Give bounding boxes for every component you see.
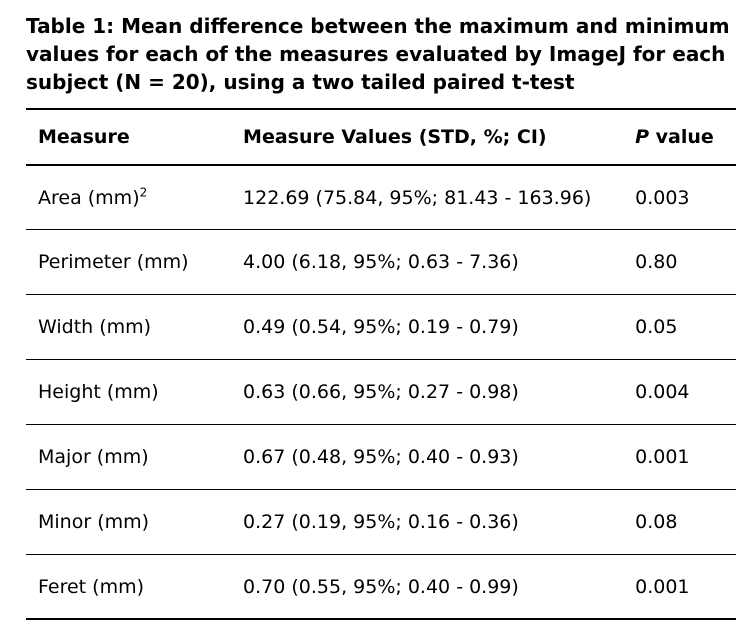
cell-values: 4.00 (6.18, 95%; 0.63 - 7.36) [243, 229, 636, 296]
cell-values: 0.63 (0.66, 95%; 0.27 - 0.98) [243, 359, 636, 426]
table-header-row: Measure Measure Values (STD, %; CI) P va… [26, 108, 736, 166]
measure-superscript: 2 [139, 185, 148, 200]
cell-measure: Perimeter (mm) [26, 229, 244, 296]
measure-label: Area (mm) [38, 186, 140, 209]
cell-measure: Area (mm)2 [26, 165, 244, 231]
table-row: Height (mm) 0.63 (0.66, 95%; 0.27 - 0.98… [26, 359, 736, 426]
cell-p-value: 0.004 [635, 359, 736, 426]
cell-measure: Minor (mm) [26, 489, 244, 555]
cell-p-value: 0.001 [635, 424, 736, 490]
cell-measure: Height (mm) [26, 359, 244, 426]
cell-p-value: 0.80 [635, 229, 736, 296]
header-measure-values: Measure Values (STD, %; CI) [243, 108, 636, 166]
cell-p-value: 0.003 [635, 165, 736, 231]
cell-measure: Feret (mm) [26, 554, 244, 621]
cell-measure: Width (mm) [26, 294, 244, 361]
cell-values: 0.49 (0.54, 95%; 0.19 - 0.79) [243, 294, 636, 361]
cell-measure: Major (mm) [26, 424, 244, 490]
results-table-container: Measure Measure Values (STD, %; CI) P va… [26, 108, 736, 621]
cell-values: 0.70 (0.55, 95%; 0.40 - 0.99) [243, 554, 636, 621]
header-p-rest: value [649, 126, 714, 148]
cell-p-value: 0.001 [635, 554, 736, 621]
table-row: Perimeter (mm) 4.00 (6.18, 95%; 0.63 - 7… [26, 229, 736, 296]
header-p-value: P value [635, 108, 736, 166]
cell-values: 122.69 (75.84, 95%; 81.43 - 163.96) [243, 165, 636, 231]
table-row: Area (mm)2 122.69 (75.84, 95%; 81.43 - 1… [26, 165, 736, 231]
table-row: Width (mm) 0.49 (0.54, 95%; 0.19 - 0.79)… [26, 294, 736, 361]
cell-p-value: 0.08 [635, 489, 736, 555]
header-p-italic: P [635, 126, 650, 148]
header-measure: Measure [26, 108, 244, 166]
table-row: Feret (mm) 0.70 (0.55, 95%; 0.40 - 0.99)… [26, 554, 736, 621]
cell-p-value: 0.05 [635, 294, 736, 361]
cell-values: 0.27 (0.19, 95%; 0.16 - 0.36) [243, 489, 636, 555]
results-table: Measure Measure Values (STD, %; CI) P va… [26, 108, 736, 621]
table-row: Minor (mm) 0.27 (0.19, 95%; 0.16 - 0.36)… [26, 489, 736, 555]
cell-values: 0.67 (0.48, 95%; 0.40 - 0.93) [243, 424, 636, 490]
table-caption: Table 1: Mean difference between the max… [26, 14, 730, 94]
table-row: Major (mm) 0.67 (0.48, 95%; 0.40 - 0.93)… [26, 424, 736, 490]
